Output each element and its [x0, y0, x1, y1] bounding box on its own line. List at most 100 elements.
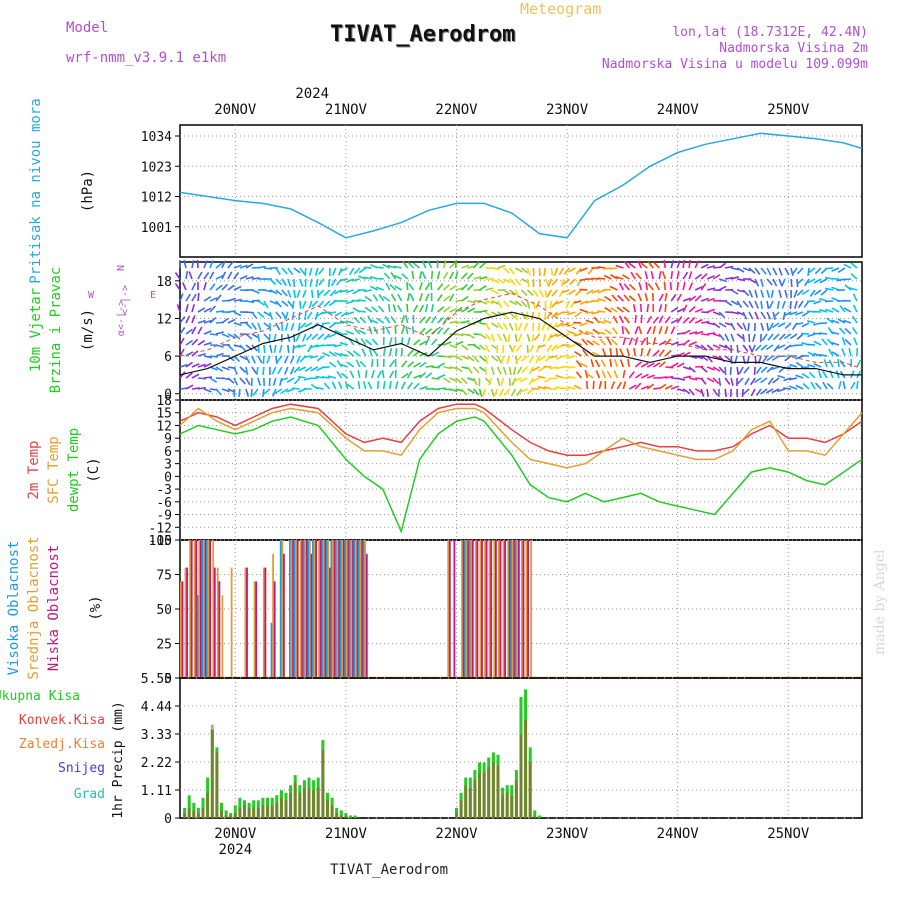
wind-barb [627, 358, 631, 368]
wind-barb [742, 388, 750, 395]
wind-barb [597, 266, 606, 269]
wind-barb [460, 272, 468, 280]
wind-barb [658, 271, 662, 280]
wind-barb [794, 300, 798, 309]
wind-barb [191, 293, 197, 302]
compass-w: W [88, 290, 95, 301]
wind-barb [296, 289, 301, 298]
wind-barb [503, 388, 511, 396]
wind-barb [497, 278, 505, 284]
wind-barb [736, 344, 739, 353]
wind-barb [443, 355, 452, 359]
wind-barb [831, 319, 840, 324]
compass-s: α<-|-> [116, 300, 127, 336]
wind-barb [479, 355, 487, 362]
wind-barb [461, 295, 469, 302]
wind-barb [670, 293, 677, 302]
cloud-ylabel: (%) [88, 595, 104, 620]
bottom-x-tick-label: 24NOV [657, 826, 700, 842]
wind-barb [803, 300, 810, 308]
wind-barb [443, 284, 451, 291]
wind-barb [257, 311, 265, 318]
wind-barb [664, 384, 673, 390]
cloud-bar [230, 567, 233, 678]
wind-barb [506, 355, 511, 364]
cloud-bar [355, 540, 357, 678]
wind-barb [382, 380, 386, 390]
wind-barb [638, 326, 643, 335]
wind-barb [508, 377, 512, 387]
wind-barb [221, 260, 226, 269]
wind-barb [844, 338, 852, 346]
pressure-ylabel: (hPa) [80, 170, 96, 212]
wind-barb [442, 316, 450, 324]
precip-conv-bar [528, 762, 532, 818]
precip-conv-bar [233, 813, 237, 818]
wind-barb [611, 327, 618, 335]
wind-barb [197, 386, 206, 390]
wind-barb [484, 355, 489, 364]
precip-conv-bar [183, 813, 187, 818]
wind-barb [611, 294, 618, 302]
wind-barb [281, 278, 287, 287]
wind-barb [730, 322, 736, 331]
wind-barb [537, 344, 546, 349]
wind-barb [730, 355, 733, 365]
wind-barb [418, 304, 425, 313]
cloud-bar [203, 540, 205, 678]
wind-barb [640, 314, 643, 324]
wind-barb [424, 293, 430, 302]
wind-barb [340, 267, 349, 273]
wind-barb [385, 326, 391, 335]
wind-barb [203, 319, 212, 324]
wind-barb [197, 293, 200, 302]
wind-barb [389, 360, 395, 368]
wind-barb [328, 300, 337, 307]
wind-barb [712, 274, 721, 280]
wind-barb [381, 370, 385, 379]
wind-title2: Brzina i Pravac [48, 267, 64, 393]
wind-gust-line [179, 292, 863, 370]
wind-barb [579, 267, 588, 272]
wind-barb [701, 320, 710, 324]
wind-barb [688, 306, 696, 313]
wind-barb [650, 271, 655, 280]
wind-barb [485, 287, 494, 291]
wind-barb [724, 355, 732, 362]
wind-barb [316, 289, 320, 299]
wind-barb [185, 270, 189, 280]
wind-barb [179, 363, 188, 368]
cloud-bar [180, 581, 182, 678]
wind-barb [706, 377, 715, 383]
wind-barb [676, 377, 686, 381]
bottom-x-tick-label: 22NOV [435, 826, 478, 842]
wind-barb [455, 340, 464, 346]
wind-barb [245, 300, 254, 304]
wind-barb [449, 285, 457, 291]
cloud-bar [195, 540, 198, 678]
precip-conv-bar [330, 805, 334, 818]
y-tick-label: 1023 [141, 160, 172, 175]
wind-barb [801, 322, 810, 328]
wind-barb [546, 322, 553, 331]
wind-barb [269, 300, 278, 305]
wind-barb [284, 322, 289, 331]
wind-barb [397, 293, 403, 302]
wind-barb [362, 381, 367, 390]
wind-barb [514, 300, 523, 307]
wind-barb [579, 300, 588, 306]
wind-barb [748, 289, 754, 298]
precip-legend-conv: Konvek.Kisa [19, 713, 105, 728]
wind-barb [508, 278, 516, 286]
wind-barb [579, 288, 588, 291]
wind-barb [837, 267, 846, 273]
wind-barb [346, 383, 355, 390]
wind-barb [742, 344, 749, 352]
wind-barb [275, 267, 281, 276]
wind-barb [616, 306, 624, 313]
precip-total-bar [537, 815, 541, 818]
wind-barb [349, 370, 355, 379]
wind-barb [573, 384, 582, 390]
wind-barb [750, 377, 756, 386]
y-tick-label: 5.55 [141, 672, 172, 687]
